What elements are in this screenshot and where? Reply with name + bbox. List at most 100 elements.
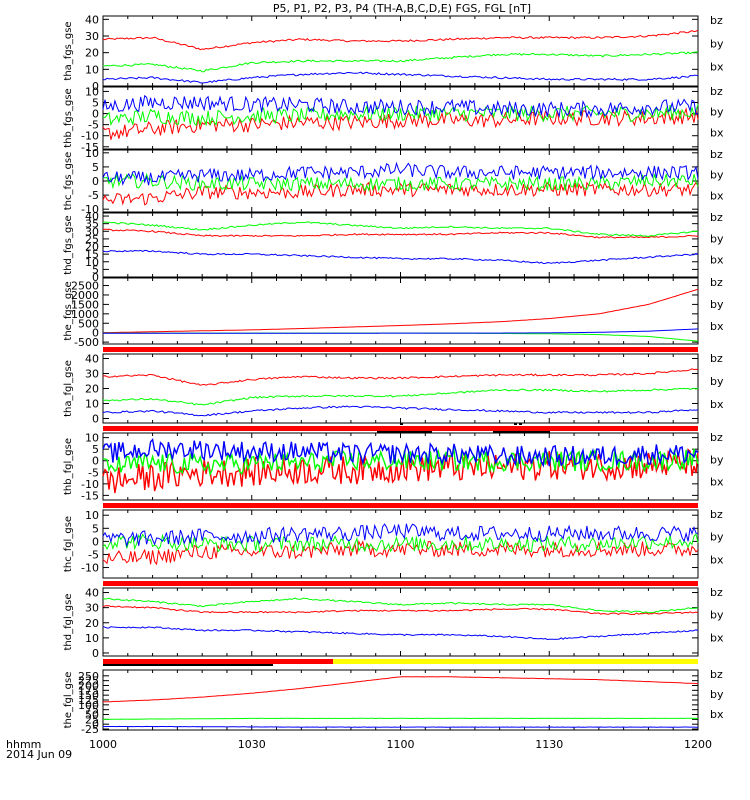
legend-bx: bx xyxy=(710,708,724,721)
legend-bx: bx xyxy=(710,631,724,644)
series-line-bz xyxy=(102,107,699,140)
y-tick-label: 5 xyxy=(92,263,99,276)
panels: 010203040tha_fgs_gsebzbybx-15-10-50510th… xyxy=(63,13,724,736)
series-line-bz xyxy=(102,448,699,494)
y-tick-label: 15 xyxy=(85,248,99,261)
series-line-bx xyxy=(102,161,699,186)
y-tick-label: -10 xyxy=(81,130,99,143)
y-tick-label: 10 xyxy=(85,63,99,76)
legend-bz: bz xyxy=(710,586,723,599)
y-tick-label: 40 xyxy=(85,353,99,366)
y-tick-label: -15 xyxy=(81,489,99,502)
legend-bz: bz xyxy=(710,668,723,681)
status-bar-red xyxy=(103,426,698,431)
series-line-bx xyxy=(102,328,699,334)
y-tick-label: 20 xyxy=(85,617,99,630)
status-mark-black xyxy=(493,431,550,433)
series-line-bx xyxy=(102,94,699,119)
series-line-bx xyxy=(102,626,699,641)
series-line-by xyxy=(103,717,699,720)
y-tick-label: 5 xyxy=(92,443,99,456)
legend-bz: bz xyxy=(710,508,723,521)
x-tick-label: 1030 xyxy=(238,738,266,751)
y-tick-label: 75 xyxy=(85,704,99,717)
series-line-bz xyxy=(103,288,699,334)
y-tick-label: 5 xyxy=(92,522,99,535)
series-line-by xyxy=(102,447,699,477)
series-line-bz xyxy=(102,180,699,206)
x-tick-label: 1100 xyxy=(387,738,415,751)
y-tick-label: 0 xyxy=(92,535,99,548)
y-tick-label: 0 xyxy=(92,80,99,93)
panel-frame xyxy=(102,353,699,424)
panel-frame xyxy=(102,212,699,278)
time-axis: hhmm 2014 Jun 09 1000 1030 1100 1130 1200 xyxy=(6,738,712,761)
series-line-bz xyxy=(102,228,699,239)
y-tick-label: -500 xyxy=(74,336,99,349)
legend-by: by xyxy=(710,37,724,50)
y-tick-label: 0 xyxy=(92,647,99,660)
legend-bz: bz xyxy=(710,211,723,224)
legend-by: by xyxy=(710,169,724,182)
y-tick-label: 0 xyxy=(92,455,99,468)
panel-thd_fgl_gse: 0 10 20 30 40 thd_fgl_gse bz by bx xyxy=(63,586,724,660)
y-tick-label: 40 xyxy=(85,210,99,223)
y-tick-label: 25 xyxy=(85,233,99,246)
y-tick-label: 225 xyxy=(78,675,99,688)
y-axis-label: thd_fgs_gse xyxy=(63,215,74,274)
y-tick-label: 0 xyxy=(92,327,99,340)
y-tick-label: -10 xyxy=(81,478,99,491)
status-dot-black xyxy=(519,423,522,425)
panel-frame xyxy=(102,149,699,213)
legend-by: by xyxy=(710,453,724,466)
y-tick-label: 1500 xyxy=(71,298,99,311)
y-tick-label: -5 xyxy=(88,189,99,202)
series-line-bx xyxy=(102,71,699,84)
legend-bz: bz xyxy=(710,431,723,444)
y-tick-label: -10 xyxy=(81,203,99,216)
legend-by: by xyxy=(710,375,724,388)
y-tick-label: 40 xyxy=(85,587,99,600)
legend-bz: bz xyxy=(710,148,723,161)
legend-bx: bx xyxy=(710,476,724,489)
y-axis-label: thd_fgl_gse xyxy=(63,594,74,651)
y-tick-label: -25 xyxy=(81,723,99,736)
status-bar-red xyxy=(103,659,333,664)
legend-bx: bx xyxy=(710,61,724,74)
y-tick-label: -5 xyxy=(88,119,99,132)
series-line-bx xyxy=(102,405,699,417)
legend-bz: bz xyxy=(710,14,723,27)
status-mark-black xyxy=(377,431,432,433)
series-line-bx xyxy=(102,249,699,265)
panel-tha_fgs_gse: 0 10 20 30 40 tha_fgs_gse bz by bx xyxy=(63,13,724,93)
x-tick-label: 1000 xyxy=(89,738,117,751)
y-tick-label: 10 xyxy=(85,509,99,522)
y-tick-label: 20 xyxy=(85,241,99,254)
y-tick-label: -5 xyxy=(88,548,99,561)
panel-frame xyxy=(102,509,699,579)
legend-bz: bz xyxy=(710,85,723,98)
y-tick-label: -15 xyxy=(81,141,99,154)
series-line-bz xyxy=(102,368,699,386)
legend-by: by xyxy=(710,609,724,622)
y-tick-label: 2500 xyxy=(71,280,99,293)
series-line-by xyxy=(102,51,699,73)
legend-bz: bz xyxy=(710,352,723,365)
y-tick-label: 20 xyxy=(85,383,99,396)
status-dot-black xyxy=(400,423,403,425)
series-line-by xyxy=(102,533,699,553)
y-tick-label: 0 xyxy=(92,413,99,426)
y-tick-label: 175 xyxy=(78,684,99,697)
y-tick-label: 0 xyxy=(92,108,99,121)
series-line-bx xyxy=(102,523,699,548)
y-tick-label: 0 xyxy=(92,718,99,731)
y-axis-label: the_fgl_gse xyxy=(63,672,74,729)
series-line-bx xyxy=(102,438,699,468)
y-tick-label: -5 xyxy=(88,466,99,479)
status-bar-red xyxy=(103,581,698,586)
status-mark-black xyxy=(103,664,273,666)
status-bar-red xyxy=(103,503,698,508)
